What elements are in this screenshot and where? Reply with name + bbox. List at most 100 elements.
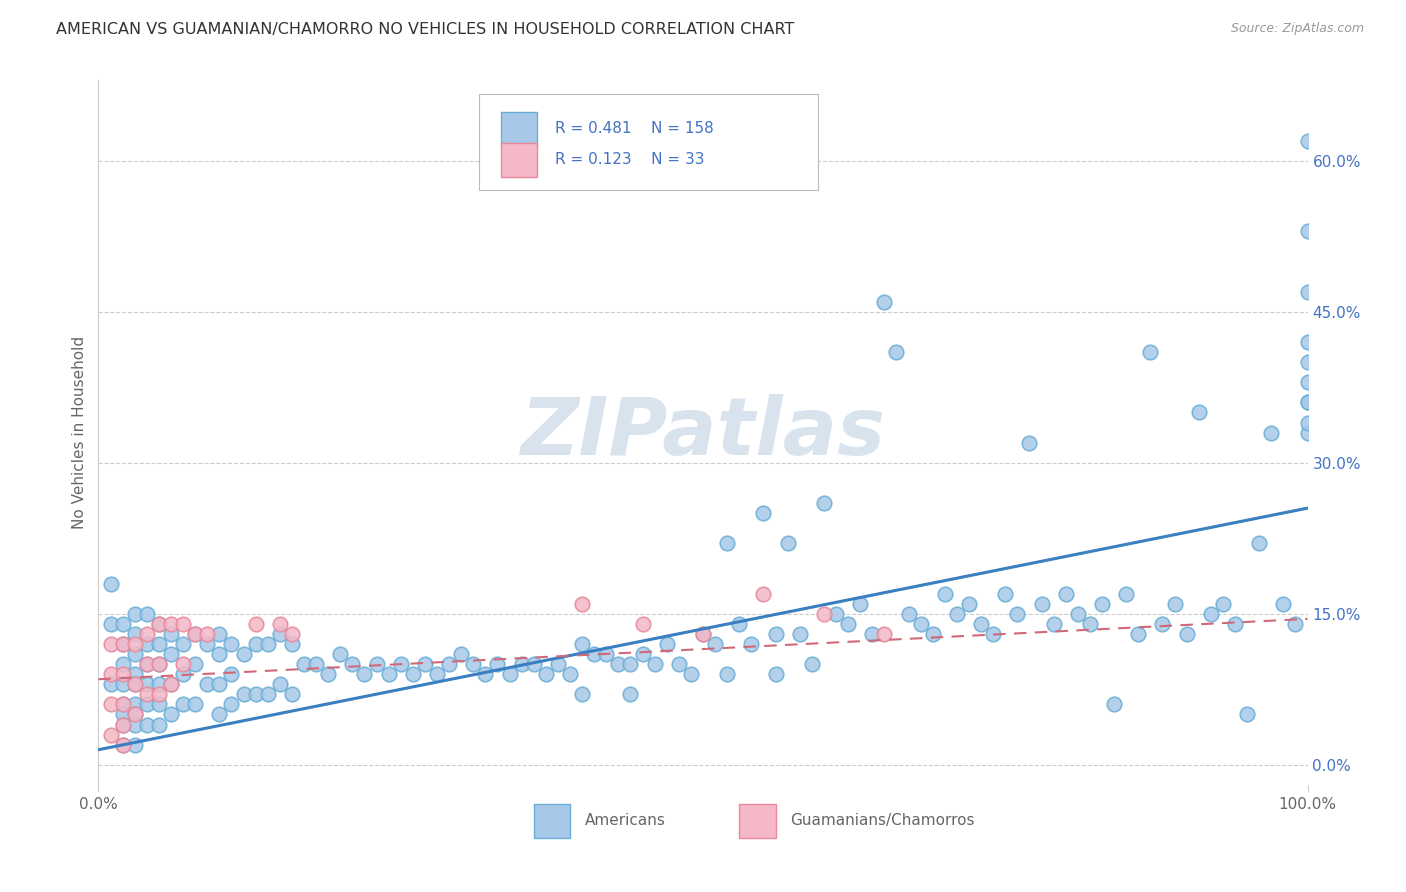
Point [135, 677, 157, 691]
Point [111, 698, 134, 712]
Point [1128, 627, 1150, 641]
Point [124, 707, 146, 722]
Point [1007, 607, 1029, 621]
Point [716, 667, 738, 681]
Point [426, 667, 449, 681]
Point [752, 587, 775, 601]
Point [269, 616, 291, 631]
Point [1175, 627, 1198, 641]
Point [256, 637, 278, 651]
Point [135, 698, 157, 712]
Point [329, 647, 352, 661]
Point [583, 647, 606, 661]
Point [873, 627, 896, 641]
Point [111, 657, 134, 672]
Point [789, 627, 811, 641]
Point [692, 627, 714, 641]
Point [389, 657, 412, 672]
Y-axis label: No Vehicles in Household: No Vehicles in Household [72, 336, 87, 529]
Point [172, 637, 194, 651]
Point [450, 647, 472, 661]
Point [837, 616, 859, 631]
Point [135, 657, 157, 672]
Point [100, 728, 122, 742]
Point [281, 637, 304, 651]
Point [111, 738, 134, 752]
Point [970, 616, 993, 631]
Point [1212, 597, 1234, 611]
Point [1054, 587, 1077, 601]
Point [232, 687, 254, 701]
Point [1115, 587, 1137, 601]
Point [1199, 607, 1222, 621]
Point [111, 637, 134, 651]
Point [619, 657, 641, 672]
Point [873, 294, 896, 309]
Point [1296, 334, 1319, 349]
Point [172, 698, 194, 712]
Point [474, 667, 496, 681]
Point [523, 657, 546, 672]
Point [172, 616, 194, 631]
Point [377, 667, 399, 681]
Point [245, 637, 267, 651]
Point [1296, 395, 1319, 409]
Point [1249, 536, 1271, 550]
Point [825, 607, 848, 621]
Point [631, 616, 654, 631]
Point [692, 627, 714, 641]
Point [148, 616, 170, 631]
Point [342, 657, 364, 672]
Point [1260, 425, 1282, 440]
Point [135, 687, 157, 701]
Point [1018, 435, 1040, 450]
Point [135, 637, 157, 651]
Point [305, 657, 328, 672]
Point [1284, 616, 1306, 631]
Point [957, 597, 980, 611]
Point [463, 657, 485, 672]
Point [124, 667, 146, 681]
Point [135, 657, 157, 672]
Point [437, 657, 460, 672]
Point [571, 637, 593, 651]
Point [124, 677, 146, 691]
Point [534, 667, 557, 681]
Text: R = 0.481    N = 158: R = 0.481 N = 158 [555, 121, 714, 136]
Point [728, 616, 751, 631]
Point [111, 698, 134, 712]
Point [860, 627, 883, 641]
Point [184, 698, 207, 712]
Point [160, 677, 183, 691]
Point [668, 657, 690, 672]
Point [1296, 416, 1319, 430]
Point [765, 627, 787, 641]
Point [1042, 616, 1064, 631]
Point [1031, 597, 1053, 611]
Point [160, 616, 183, 631]
Point [776, 536, 799, 550]
Point [124, 707, 146, 722]
Point [111, 677, 134, 691]
Point [571, 687, 593, 701]
Point [172, 667, 194, 681]
Point [946, 607, 969, 621]
Point [111, 616, 134, 631]
Point [1296, 355, 1319, 369]
Point [402, 667, 425, 681]
Point [111, 717, 134, 731]
Point [716, 536, 738, 550]
Point [148, 677, 170, 691]
Point [148, 657, 170, 672]
Point [208, 677, 231, 691]
Point [897, 607, 920, 621]
Point [172, 657, 194, 672]
Point [135, 607, 157, 621]
Point [148, 687, 170, 701]
Point [1067, 607, 1090, 621]
Text: R = 0.123    N = 33: R = 0.123 N = 33 [555, 153, 704, 168]
Point [765, 667, 787, 681]
Point [184, 627, 207, 641]
Point [366, 657, 388, 672]
Point [111, 707, 134, 722]
